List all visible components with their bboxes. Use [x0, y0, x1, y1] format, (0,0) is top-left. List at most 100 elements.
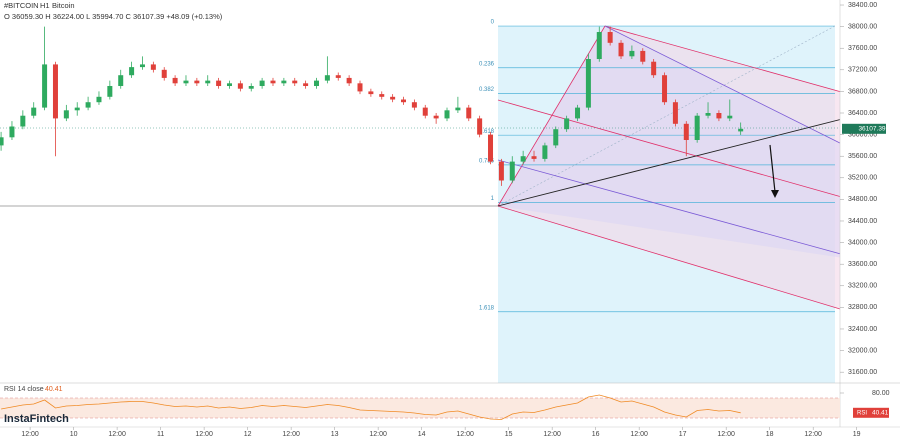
channel-upper — [604, 25, 871, 101]
candle-body — [150, 64, 156, 70]
candle-body — [118, 75, 124, 87]
trendline — [497, 111, 871, 207]
candle-body — [705, 113, 711, 116]
candle-body — [738, 128, 744, 132]
candle-body — [727, 115, 733, 119]
candle-body — [477, 118, 483, 135]
y-tick-label: 34400.00 — [848, 218, 877, 225]
candle-body — [444, 110, 450, 119]
candle-body — [422, 107, 428, 116]
x-tick-label: 17 — [679, 431, 687, 438]
candle-body — [183, 80, 189, 84]
x-tick-label: 12:00 — [369, 431, 387, 438]
fib-label: 1 — [491, 196, 495, 202]
channel-purple — [604, 25, 871, 159]
candle-body — [52, 64, 58, 119]
y-tick-label: 31600.00 — [848, 369, 877, 376]
y-tick-label: 32800.00 — [848, 304, 877, 311]
instrument: Bitcoin — [52, 1, 75, 10]
fib-label: 0.618 — [479, 129, 495, 135]
y-tick-label: 38000.00 — [848, 23, 877, 30]
candle-body — [455, 107, 461, 111]
candle-body — [139, 64, 145, 68]
y-tick-label: 32400.00 — [848, 326, 877, 333]
x-tick-label: 12 — [244, 431, 252, 438]
candle-body — [488, 134, 494, 162]
y-tick-label: 36400.00 — [848, 110, 877, 117]
rsi-box-value: 40.41 — [872, 410, 889, 417]
x-tick-label: 12:00 — [456, 431, 474, 438]
x-tick-label: 15 — [505, 431, 513, 438]
candle-body — [390, 96, 396, 100]
y-tick-label: 33600.00 — [848, 261, 877, 268]
candle-body — [205, 80, 211, 84]
x-tick-label: 19 — [853, 431, 861, 438]
candle-body — [74, 107, 80, 111]
candle-body — [466, 107, 472, 119]
candle-body — [303, 83, 309, 87]
candle-body — [259, 80, 265, 87]
candle-body — [379, 94, 385, 97]
y-tick-label: 38400.00 — [848, 2, 877, 9]
x-tick-label: 12:00 — [108, 431, 126, 438]
candle-body — [683, 123, 689, 141]
candle-body — [651, 61, 657, 76]
channel-purple — [497, 159, 871, 263]
candle-body — [248, 86, 254, 89]
x-tick-label: 12:00 — [21, 431, 39, 438]
candle-body — [694, 115, 700, 141]
candle-body — [324, 75, 330, 81]
x-tick-label: 16 — [592, 431, 600, 438]
y-tick-label: 33200.00 — [848, 283, 877, 290]
price-box — [842, 123, 886, 134]
x-tick-label: 12:00 — [543, 431, 561, 438]
candle-body — [172, 77, 178, 84]
candle-body — [629, 50, 635, 57]
candle-body — [313, 80, 319, 87]
y-tick-label: 35600.00 — [848, 153, 877, 160]
y-tick-label: 37200.00 — [848, 67, 877, 74]
fib-label: 0 — [491, 20, 495, 26]
y-tick-label: 34000.00 — [848, 239, 877, 246]
candle-body — [509, 161, 515, 181]
price-box-label: 36107.39 — [858, 126, 885, 133]
x-tick-label: 12:00 — [195, 431, 213, 438]
candle-body — [216, 80, 222, 87]
fib-label: 0.786 — [479, 158, 495, 164]
candle-body — [0, 137, 4, 146]
candle-body — [368, 91, 374, 95]
candle-body — [575, 107, 581, 119]
rsi-box-name: RSI — [857, 410, 867, 416]
candle-body — [85, 102, 91, 108]
symbol: #BITCOIN — [4, 1, 39, 10]
rsi-label: RSI 14 close — [4, 386, 44, 393]
y-tick-label: 32000.00 — [848, 347, 877, 354]
rsi-box — [853, 407, 889, 418]
candle-body — [640, 50, 646, 62]
candle-body — [433, 115, 439, 119]
candle-body — [9, 126, 15, 138]
candle-body — [607, 32, 613, 43]
timeframe: H1 — [40, 1, 50, 10]
arrow-head — [771, 190, 779, 198]
y-tick-label: 34800.00 — [848, 196, 877, 203]
candle-body — [520, 156, 526, 162]
candle-body — [161, 69, 167, 78]
x-tick-label: 11 — [157, 431, 164, 438]
fib-label: 0.236 — [479, 61, 495, 67]
channel-lower — [497, 205, 871, 319]
candle-body — [564, 118, 570, 130]
channel-mid — [497, 99, 871, 206]
arrow — [769, 144, 776, 193]
candle-body — [346, 77, 352, 84]
candle-body — [237, 83, 243, 89]
x-tick-label: 12:00 — [282, 431, 300, 438]
candle-body — [31, 107, 37, 116]
x-tick-label: 10 — [70, 431, 78, 438]
fib-label: 1.618 — [479, 305, 495, 311]
rsi-band — [0, 398, 840, 418]
candle-body — [553, 129, 559, 146]
candle-body — [357, 83, 363, 92]
x-tick-label: 18 — [766, 431, 774, 438]
